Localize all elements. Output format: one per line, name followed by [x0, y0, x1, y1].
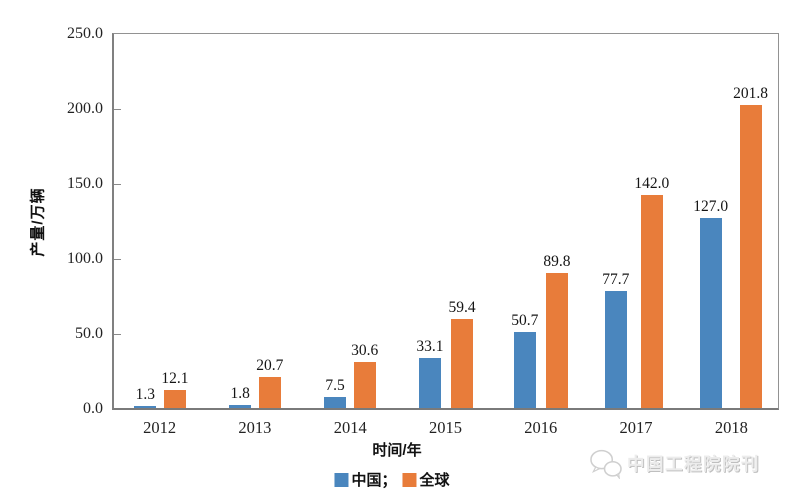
bar-column: 1.3 [134, 386, 157, 408]
bar-group-2013: 1.8 20.7 [209, 34, 304, 408]
bar-group-2014: 7.5 30.6 [304, 34, 399, 408]
y-tick-label: 150.0 [67, 175, 103, 192]
plot-area: 1.3 12.1 1.8 20.7 7.5 30.6 33.1 59.4 50.7 89.8 77.… [112, 33, 779, 410]
bar-column: 89.8 [543, 253, 570, 408]
y-axis-title: 产量/万辆 [29, 187, 47, 257]
y-tick-mark [114, 109, 121, 110]
bar-value-label: 89.8 [543, 253, 571, 271]
bar-中国-2016 [513, 331, 536, 408]
bar-group-2018: 127.0 201.8 [683, 34, 778, 408]
y-tick-label: 250.0 [67, 25, 103, 42]
bar-全球-2015 [451, 318, 474, 408]
x-tick-label-2013: 2013 [238, 418, 272, 437]
bar-中国-2015 [418, 358, 441, 408]
journal-watermark-text: 中国工程院院刊 [627, 454, 760, 474]
bar-column: 59.4 [449, 299, 476, 408]
x-tick-label-2014: 2014 [333, 418, 367, 437]
legend-label-中国: 中国 [351, 472, 382, 489]
x-tick-label-2017: 2017 [619, 418, 653, 437]
x-axis-title: 时间/年 [372, 442, 422, 459]
bar-全球-2017 [640, 195, 663, 408]
bar-column: 1.8 [229, 385, 252, 408]
bar-value-label: 201.8 [733, 85, 768, 103]
bar-全球-2016 [545, 273, 568, 408]
y-tick-mark [114, 259, 121, 260]
bar-value-label: 50.7 [511, 311, 539, 329]
bar-group-2017: 77.7 142.0 [588, 34, 683, 408]
bar-value-label: 30.6 [351, 342, 379, 360]
bar-全球-2013 [258, 376, 281, 408]
y-tick-label: 50.0 [75, 325, 103, 342]
y-tick-label: 0.0 [83, 400, 103, 417]
bar-中国-2018 [699, 217, 722, 408]
bar-value-label: 1.8 [230, 385, 250, 403]
bar-group-2016: 50.7 89.8 [493, 34, 588, 408]
y-tick-label: 100.0 [67, 250, 103, 267]
bars-row: 1.3 12.1 1.8 20.7 7.5 30.6 33.1 59.4 50.7 89.8 77.… [114, 34, 778, 408]
bar-column: 201.8 [733, 85, 768, 408]
bar-全球-2014 [353, 362, 376, 408]
bar-value-label: 20.7 [256, 356, 284, 374]
bar-value-label: 127.0 [693, 197, 729, 215]
bar-value-label: 33.1 [416, 338, 444, 356]
bar-value-label: 142.0 [634, 175, 670, 192]
bar-column: 20.7 [256, 357, 283, 408]
bar-column: 33.1 [416, 338, 444, 408]
x-tick-label-2016: 2016 [524, 418, 558, 437]
x-axis-tick-labels: 2012 2013 2014 2015 2016 2017 2018 [112, 418, 779, 438]
bar-中国-2017 [604, 291, 627, 408]
bar-group-2015: 33.1 59.4 [399, 34, 494, 408]
journal-watermark: 中国工程院院刊 [589, 448, 760, 479]
y-tick-mark [114, 334, 121, 335]
bar-全球-2012 [163, 389, 186, 408]
bar-中国-2012 [134, 406, 157, 408]
legend: 中国； 全球 [334, 469, 450, 490]
x-tick-label-2012: 2012 [143, 418, 177, 437]
bar-column: 30.6 [351, 342, 378, 408]
bar-column: 12.1 [161, 370, 188, 408]
bar-column: 50.7 [511, 312, 538, 408]
x-tick-label-2018: 2018 [714, 418, 748, 437]
bar-value-label: 77.7 [602, 271, 630, 289]
bar-column: 77.7 [602, 271, 629, 408]
bar-全球-2018 [739, 105, 762, 408]
bar-group-2012: 1.3 12.1 [114, 34, 209, 408]
bar-中国-2013 [229, 405, 252, 408]
legend-label-全球: 全球 [419, 472, 450, 489]
x-tick-label-2015: 2015 [428, 418, 462, 437]
bar-中国-2014 [324, 396, 347, 408]
y-tick-mark [114, 184, 121, 185]
bar-column: 142.0 [634, 175, 669, 408]
bar-column: 127.0 [693, 197, 729, 408]
y-tick-label: 200.0 [67, 100, 103, 117]
legend-swatch-中国 [334, 472, 349, 487]
legend-swatch-全球 [402, 472, 417, 487]
bar-column: 7.5 [324, 376, 347, 408]
bar-value-label: 1.3 [135, 386, 156, 404]
bar-value-label: 12.1 [161, 369, 189, 387]
legend-separator: ； [381, 472, 397, 489]
chat-bubbles-logo-icon [590, 449, 622, 479]
bar-value-label: 59.4 [448, 298, 476, 316]
bar-value-label: 7.5 [325, 376, 345, 394]
